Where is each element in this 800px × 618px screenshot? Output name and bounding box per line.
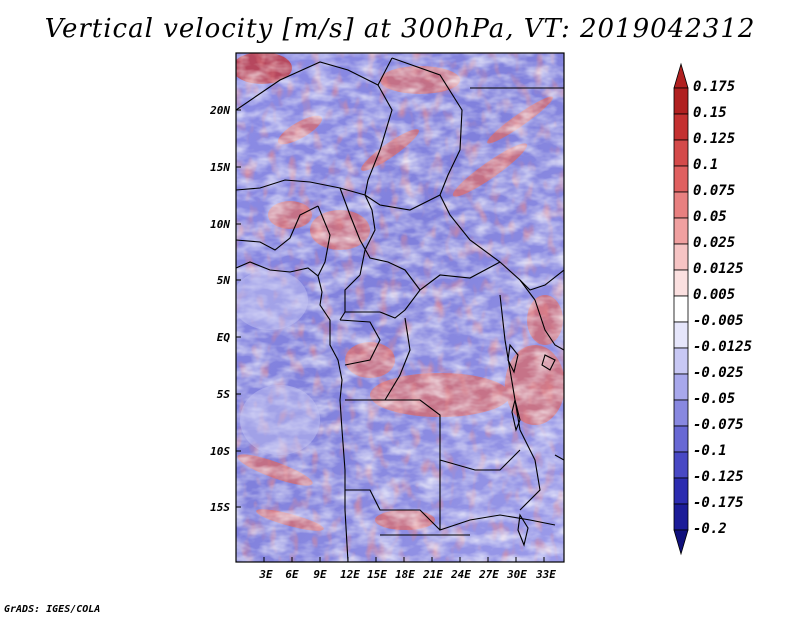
lon-label-24e: 24E (451, 568, 471, 581)
colorbar-label: -0.175 (693, 495, 744, 511)
field-shading (236, 53, 564, 562)
colorbar-segment (673, 269, 689, 297)
colorbar-segment (673, 243, 689, 271)
colorbar-segment (673, 321, 689, 349)
lat-label-15s: 15S (210, 501, 230, 514)
colorbar-segment (673, 217, 689, 245)
lon-label-9e: 9E (313, 568, 327, 581)
colorbar-segment (673, 165, 689, 193)
colorbar-label: 0.025 (693, 235, 736, 251)
lat-label-20n: 20N (210, 104, 230, 117)
colorbar-segment (673, 139, 689, 167)
colorbar-label: 0.005 (693, 287, 736, 303)
colorbar-upper-triangle (673, 62, 689, 89)
colorbar-label: -0.05 (693, 391, 736, 407)
colorbar-segment (673, 503, 689, 531)
colorbar-label: -0.025 (693, 365, 744, 381)
axis-ticks (236, 109, 545, 562)
colorbar-segment (673, 399, 689, 427)
colorbar-label: 0.175 (693, 79, 736, 95)
colorbar-segment (673, 113, 689, 141)
lat-label-5n: 5N (216, 274, 230, 287)
colorbar-label: 0.05 (693, 209, 727, 225)
colorbar-segment (673, 295, 689, 323)
colorbar (673, 62, 689, 556)
colorbar-segment (673, 425, 689, 453)
lon-label-18e: 18E (395, 568, 415, 581)
lon-label-33e: 33E (536, 568, 556, 581)
colorbar-label: 0.0125 (693, 261, 744, 277)
lon-label-6e: 6E (285, 568, 299, 581)
colorbar-label: 0.15 (693, 105, 727, 121)
credit-text: GrADS: IGES/COLA (4, 604, 101, 615)
colorbar-label: -0.2 (693, 521, 727, 537)
lon-label-12e: 12E (340, 568, 360, 581)
colorbar-label: -0.005 (693, 313, 744, 329)
colorbar-segment (673, 477, 689, 505)
lon-label-27e: 27E (479, 568, 499, 581)
colorbar-segment (673, 451, 689, 479)
colorbar-lower-triangle (673, 529, 689, 556)
colorbar-label: -0.075 (693, 417, 744, 433)
colorbar-label: 0.125 (693, 131, 736, 147)
plot-frame (235, 52, 565, 563)
colorbar-label: 0.1 (693, 157, 719, 173)
coastlines-borders (236, 57, 564, 562)
colorbar-label: -0.1 (693, 443, 727, 459)
colorbar-segment (673, 373, 689, 401)
colorbar-label: -0.0125 (693, 339, 753, 355)
lon-label-21e: 21E (423, 568, 443, 581)
colorbar-label: 0.075 (693, 183, 736, 199)
colorbar-segment (673, 191, 689, 219)
lat-label-eq: EQ (216, 331, 230, 344)
lon-label-15e: 15E (367, 568, 387, 581)
colorbar-segment (673, 87, 689, 115)
lon-label-30e: 30E (507, 568, 527, 581)
lat-label-10s: 10S (210, 445, 230, 458)
lat-label-15n: 15N (210, 161, 230, 174)
colorbar-label: -0.125 (693, 469, 744, 485)
lon-label-3e: 3E (259, 568, 273, 581)
lat-label-10n: 10N (210, 218, 230, 231)
lat-label-5s: 5S (216, 388, 230, 401)
plot-title: Vertical velocity [m/s] at 300hPa, VT: 2… (44, 14, 756, 44)
colorbar-segment (673, 347, 689, 375)
